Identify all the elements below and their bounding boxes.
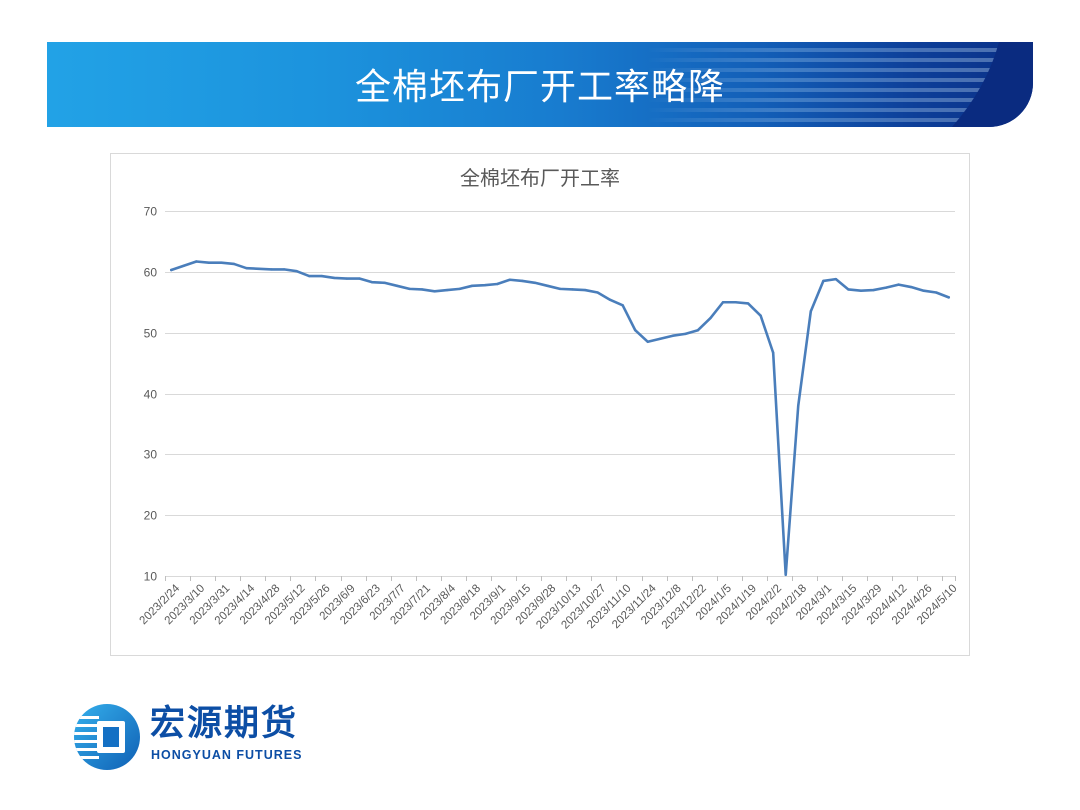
data-point (822, 279, 825, 283)
data-point (608, 298, 612, 302)
y-tick-label: 50 (144, 327, 158, 341)
data-point (483, 284, 486, 287)
data-point (721, 301, 725, 304)
logo-name-en: HONGYUAN FUTURES (151, 748, 303, 762)
banner-stripe (647, 58, 1033, 62)
data-point (634, 329, 637, 332)
logo-stripes (74, 716, 99, 759)
data-point (496, 282, 499, 286)
data-point (195, 260, 198, 263)
data-point (671, 334, 675, 337)
data-point (934, 291, 938, 294)
banner-stripe (647, 118, 1033, 122)
data-point (408, 287, 411, 291)
data-point (433, 290, 436, 293)
banner-stripe (647, 98, 1033, 102)
slide-title: 全棉坯布厂开工率略降 (354, 67, 725, 108)
data-point (734, 301, 737, 304)
data-point (571, 288, 574, 291)
data-point (320, 274, 323, 278)
banner-stripe (647, 68, 1033, 72)
data-point (333, 276, 336, 280)
banner-corner-shape (952, 42, 1033, 127)
data-point (471, 284, 474, 288)
banner-decoration (647, 42, 1033, 127)
data-point (746, 302, 750, 305)
data-point (245, 266, 248, 270)
data-point (859, 289, 863, 292)
y-tick-label: 20 (144, 509, 158, 523)
data-point (947, 296, 950, 299)
series-line (169, 260, 951, 577)
data-point (696, 329, 700, 332)
data-point (358, 277, 361, 280)
data-point (809, 310, 812, 313)
data-point (834, 277, 838, 281)
logo-square-inner (103, 727, 119, 747)
data-point (270, 268, 273, 271)
y-tick-label: 10 (144, 570, 158, 584)
data-point (420, 288, 424, 291)
data-point (308, 274, 311, 278)
banner-stripe (647, 48, 1033, 52)
data-point (345, 277, 349, 280)
title-banner: 全棉坯布厂开工率略降 (47, 42, 1033, 127)
data-point (395, 284, 399, 288)
data-point (558, 287, 562, 291)
gridlines (165, 211, 955, 577)
data-point (797, 404, 800, 407)
y-tick-label: 70 (144, 205, 158, 219)
banner-stripe (647, 88, 1033, 92)
data-point (922, 289, 925, 292)
data-point (709, 316, 712, 320)
data-point (295, 270, 298, 273)
data-point (445, 288, 449, 292)
banner-stripes (647, 48, 1033, 122)
data-points (170, 260, 950, 576)
data-point (533, 281, 537, 284)
data-point (771, 351, 775, 354)
banner-stripe (647, 78, 1033, 82)
chart-container: 全棉坯布厂开工率 10 20 30 40 50 60 70 2023/2/24 2023/3/1… (110, 153, 970, 656)
data-point (583, 288, 587, 292)
data-point (257, 267, 261, 270)
data-point (170, 268, 173, 272)
y-tick-label: 30 (144, 448, 158, 462)
data-point (458, 287, 461, 291)
data-point (909, 285, 913, 289)
data-point (220, 261, 223, 264)
data-point (684, 332, 687, 336)
y-tick-label: 60 (144, 266, 158, 280)
data-point (232, 262, 236, 266)
company-logo: 宏源期货 HONGYUAN FUTURES (72, 700, 312, 776)
data-point (847, 288, 850, 291)
y-axis: 10 20 30 40 50 60 70 (144, 205, 158, 584)
logo-name-cn: 宏源期货 (150, 704, 299, 744)
data-point (182, 264, 186, 267)
logo-emblem-icon (74, 704, 140, 770)
data-point (508, 278, 512, 281)
banner-stripe (647, 108, 1033, 112)
data-point (383, 281, 386, 284)
data-point (872, 288, 875, 292)
chart-title: 全棉坯布厂开工率 (460, 166, 620, 190)
y-tick-label: 40 (144, 388, 158, 402)
data-point (784, 573, 787, 576)
data-point (546, 284, 549, 288)
data-point (207, 261, 211, 264)
data-point (659, 337, 662, 340)
data-point (759, 314, 762, 317)
data-point (596, 291, 599, 294)
data-point (884, 286, 888, 289)
data-point (521, 279, 524, 283)
data-point (897, 283, 900, 286)
line-chart: 全棉坯布厂开工率 10 20 30 40 50 60 70 2023/2/242023/3/1… (138, 166, 960, 632)
x-axis: 2023/2/242023/3/102023/3/312023/4/142023… (138, 576, 960, 632)
data-point (282, 268, 286, 271)
data-point (621, 304, 624, 307)
data-point (646, 340, 649, 343)
data-point (370, 280, 374, 284)
